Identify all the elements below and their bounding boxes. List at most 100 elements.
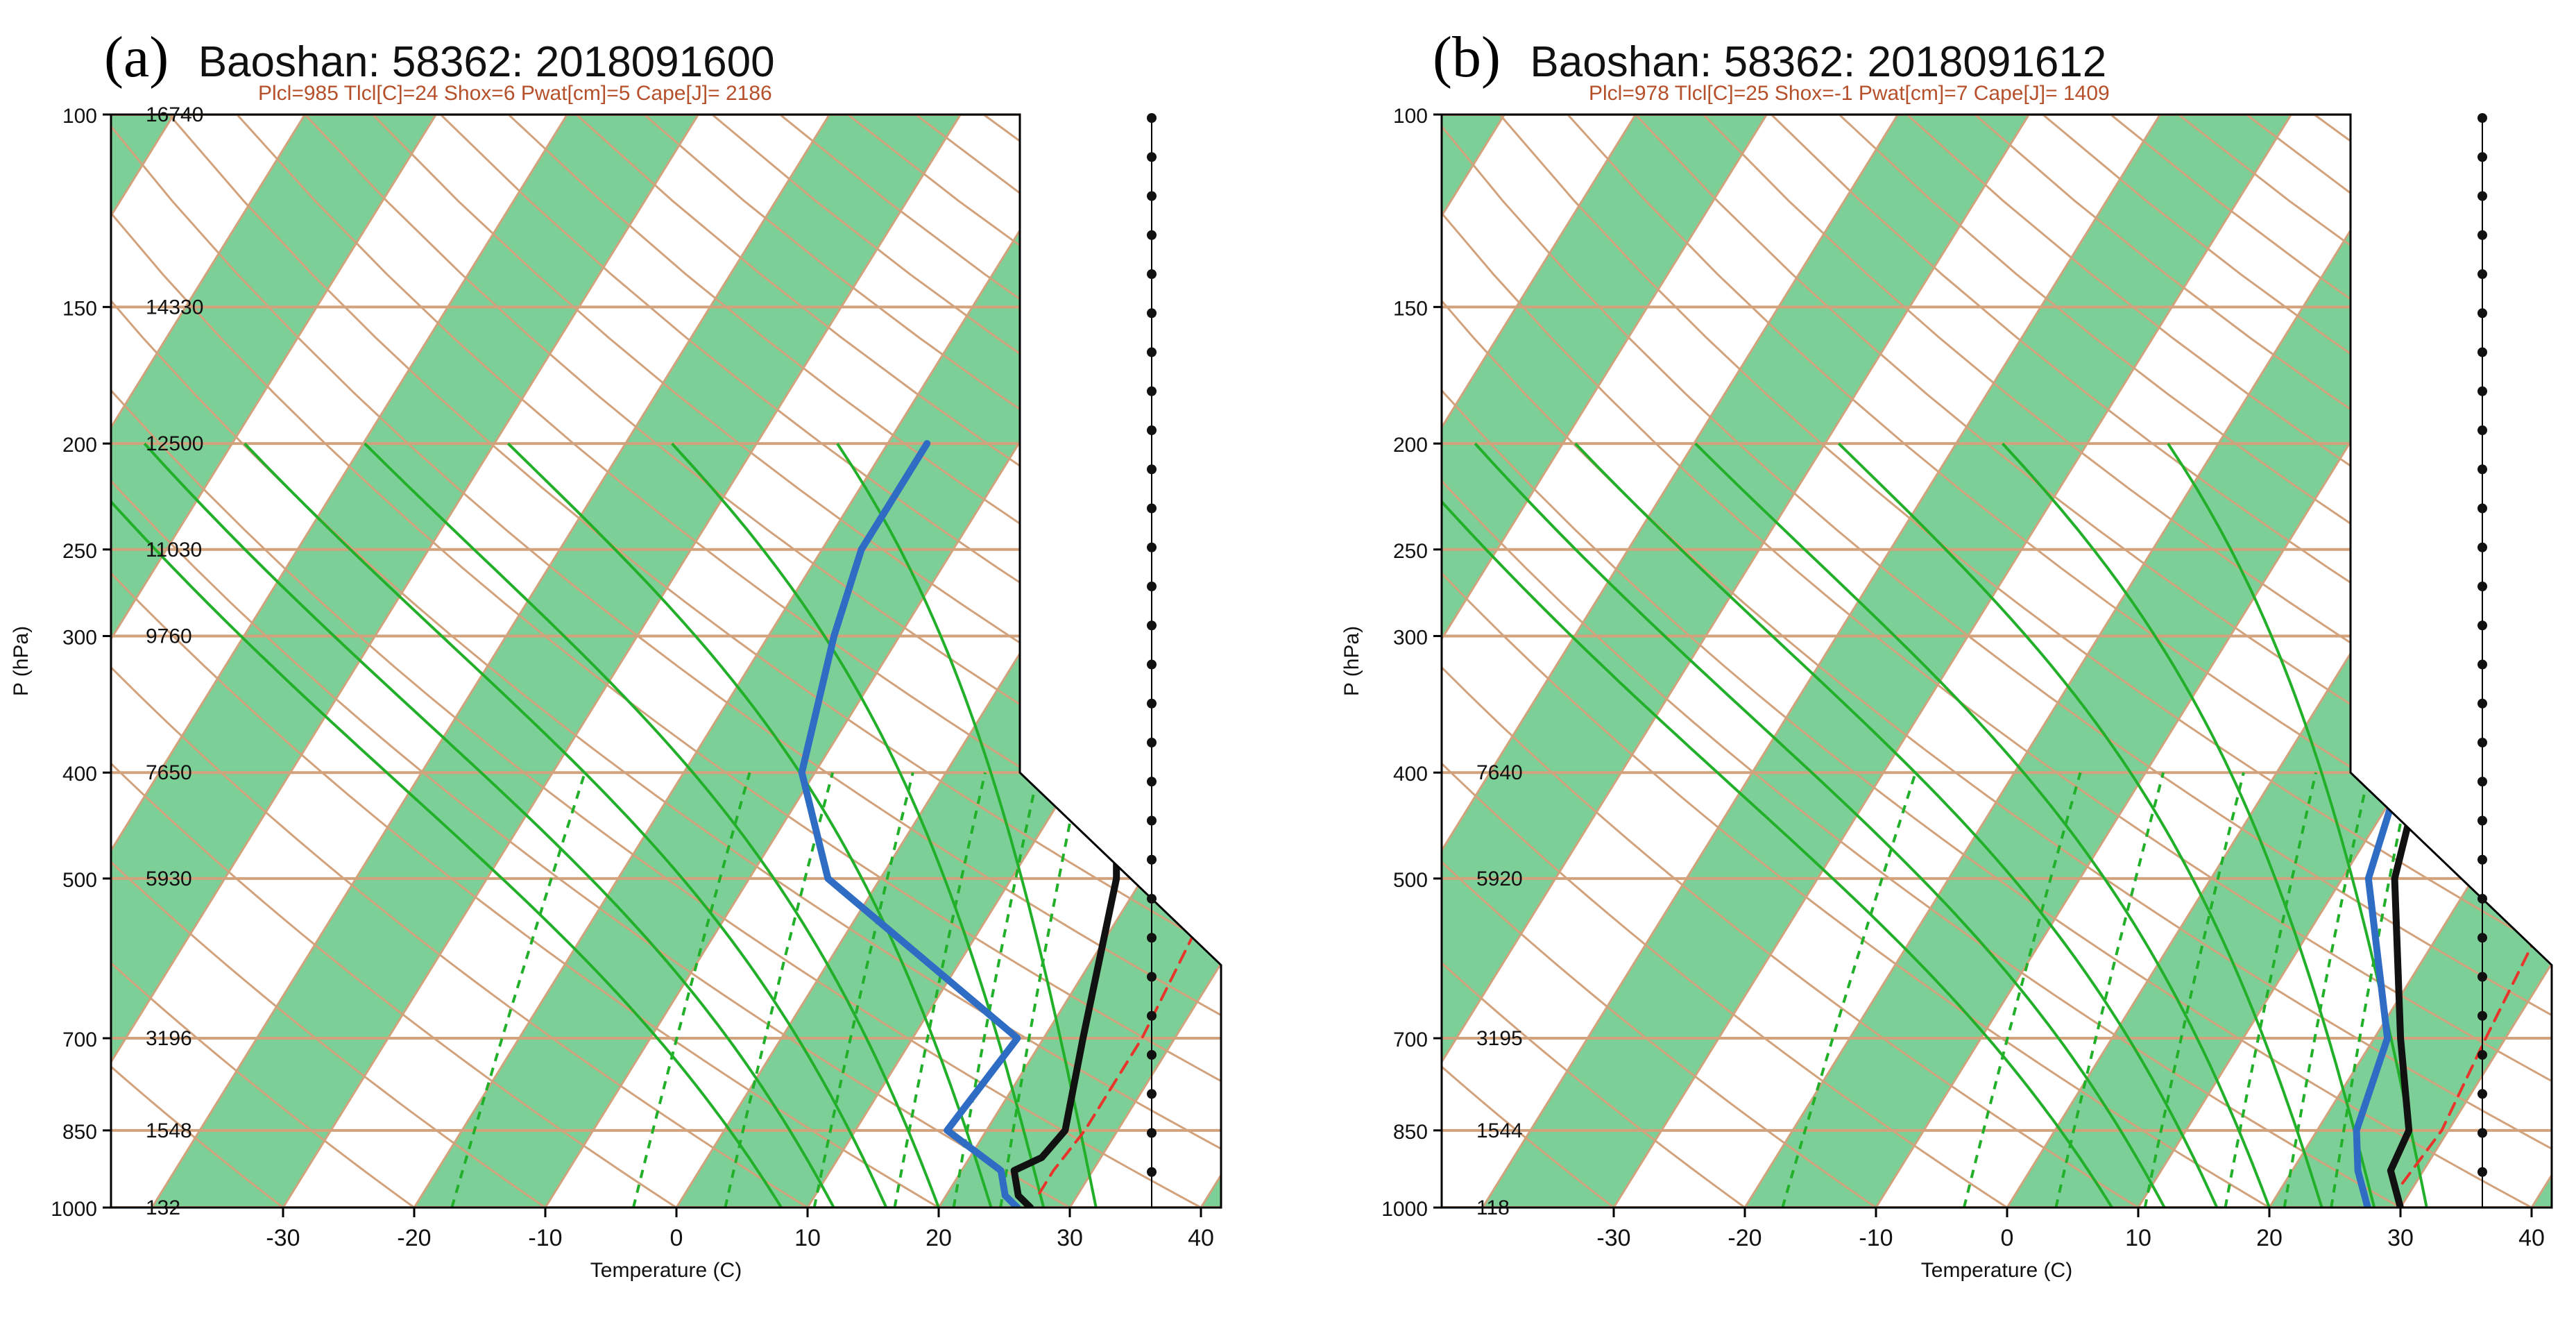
moist-adiabat <box>1574 442 2219 1208</box>
wind-dot <box>1147 1167 1157 1177</box>
wind-dot <box>2477 269 2487 279</box>
temperature-tick-label: 30 <box>1057 1225 1083 1251</box>
plot-content <box>1442 115 2552 1208</box>
isotherm-band <box>1442 115 1767 1208</box>
wind-dot <box>1147 933 1157 943</box>
wind-dot <box>1147 152 1157 162</box>
pressure-tick-label: 850 <box>62 1121 97 1144</box>
wind-dot <box>1147 1050 1157 1060</box>
series-dewpoint <box>2353 769 2405 1208</box>
wind-dot <box>2477 815 2487 826</box>
wind-dot <box>2477 894 2487 904</box>
wind-dot <box>1147 191 1157 201</box>
temperature-tick-label: -10 <box>528 1225 562 1251</box>
dry-adiabat <box>168 115 1221 1208</box>
isotherm-band <box>152 115 961 1208</box>
isotherm-band <box>939 115 1221 1208</box>
moist-adiabat <box>506 442 993 1208</box>
isotherm-line <box>282 115 962 1208</box>
dry-adiabat <box>1771 115 2552 1208</box>
isotherm-line <box>1442 115 1768 1208</box>
pressure-tick-label: 300 <box>62 626 97 649</box>
header-a: (a) Baoshan: 58362: 2018091600 <box>104 24 775 91</box>
moist-adiabat <box>1474 442 2166 1208</box>
temperature-tick-label: 40 <box>1188 1225 1214 1251</box>
wind-dot <box>1147 386 1157 396</box>
wind-dot <box>1147 738 1157 747</box>
wind-dot <box>2477 503 2487 514</box>
mixing-ratio-line <box>2330 772 2412 1208</box>
temperature-tick-label: -20 <box>1728 1225 1762 1251</box>
dry-adiabat <box>1442 115 2401 1208</box>
wind-dot <box>2477 972 2487 982</box>
dry-adiabat <box>1442 115 2552 1208</box>
isotherm-line <box>1068 115 1221 1208</box>
pressure-tick-label: 500 <box>1393 869 1428 892</box>
wind-dot <box>2477 854 2487 865</box>
temperature-tick-label: 20 <box>926 1225 952 1251</box>
pressure-tick-label: 250 <box>1393 540 1428 563</box>
moist-adiabat <box>111 442 783 1208</box>
pressure-tick-label: 1000 <box>1381 1198 1428 1221</box>
mixing-ratio-line <box>450 772 587 1208</box>
panel-b-subtitle: Plcl=978 Tlcl[C]=25 Shox=-1 Pwat[cm]=7 C… <box>1589 82 2110 105</box>
pressure-tick-label: 700 <box>1393 1029 1428 1051</box>
pressure-tick-label: 200 <box>62 434 97 457</box>
dry-adiabat <box>111 115 677 1208</box>
moist-adiabat <box>1837 442 2323 1208</box>
temperature-tick-label: 0 <box>2001 1225 2014 1251</box>
mixing-ratio-line <box>2283 772 2371 1208</box>
wind-dot <box>1147 620 1157 631</box>
pressure-tick-label: 200 <box>1393 434 1428 457</box>
dry-adiabat <box>1442 115 1614 1208</box>
moist-adiabat <box>364 442 940 1208</box>
mixing-ratio-line <box>724 772 835 1208</box>
mixing-ratio-line <box>2054 772 2165 1208</box>
dry-adiabat <box>111 115 808 1208</box>
height-label: 7640 <box>1476 761 1523 784</box>
mixing-ratio-line <box>2224 772 2317 1208</box>
isotherm-line <box>413 115 1093 1208</box>
wind-dot <box>2477 308 2487 319</box>
wind-dot <box>1147 854 1157 865</box>
height-label: 118 <box>1476 1196 1510 1219</box>
wind-dot <box>1147 425 1157 435</box>
panel-b-title: Baoshan: 58362: 2018091612 <box>1530 38 2107 86</box>
height-label: 132 <box>146 1196 180 1219</box>
pressure-tick-label: 100 <box>62 105 97 128</box>
dry-adiabat <box>440 115 1221 1208</box>
wind-dot <box>2477 1010 2487 1021</box>
wind-dot <box>2477 659 2487 670</box>
wind-dot <box>2477 152 2487 162</box>
wind-dot <box>1147 972 1157 982</box>
pressure-tick-label: 500 <box>62 869 97 892</box>
wind-dot <box>2477 1167 2487 1177</box>
height-label: 3196 <box>146 1027 192 1050</box>
wind-dot <box>2477 1128 2487 1138</box>
dry-adiabat <box>111 115 939 1208</box>
isotherm-line <box>1481 115 2161 1208</box>
mixing-ratio-line <box>1962 772 2082 1208</box>
dry-adiabat <box>1442 115 2270 1208</box>
pressure-tick-label: 250 <box>62 540 97 563</box>
y-axis-title: P (hPa) <box>1340 626 1363 696</box>
mixing-ratio-line <box>952 772 1040 1208</box>
wind-dot <box>1147 894 1157 904</box>
temperature-tick-label: -30 <box>266 1225 300 1251</box>
wind-dot <box>2477 464 2487 475</box>
dry-adiabat <box>1442 115 1746 1208</box>
panel-a-letter: (a) <box>104 25 169 90</box>
mixing-ratio-line <box>999 772 1082 1208</box>
pressure-tick-label: 150 <box>62 297 97 320</box>
dry-adiabat <box>236 115 1221 1208</box>
wind-dot <box>1147 815 1157 826</box>
mixing-ratio-line <box>893 772 987 1208</box>
wind-dot <box>2477 425 2487 435</box>
wind-dot <box>2477 191 2487 201</box>
pressure-tick-label: 100 <box>1393 105 1428 128</box>
mixing-ratio-line <box>1781 772 1918 1208</box>
dry-adiabat <box>1442 115 2139 1208</box>
isotherm-line <box>2268 115 2552 1208</box>
isotherm-line <box>111 115 568 1208</box>
